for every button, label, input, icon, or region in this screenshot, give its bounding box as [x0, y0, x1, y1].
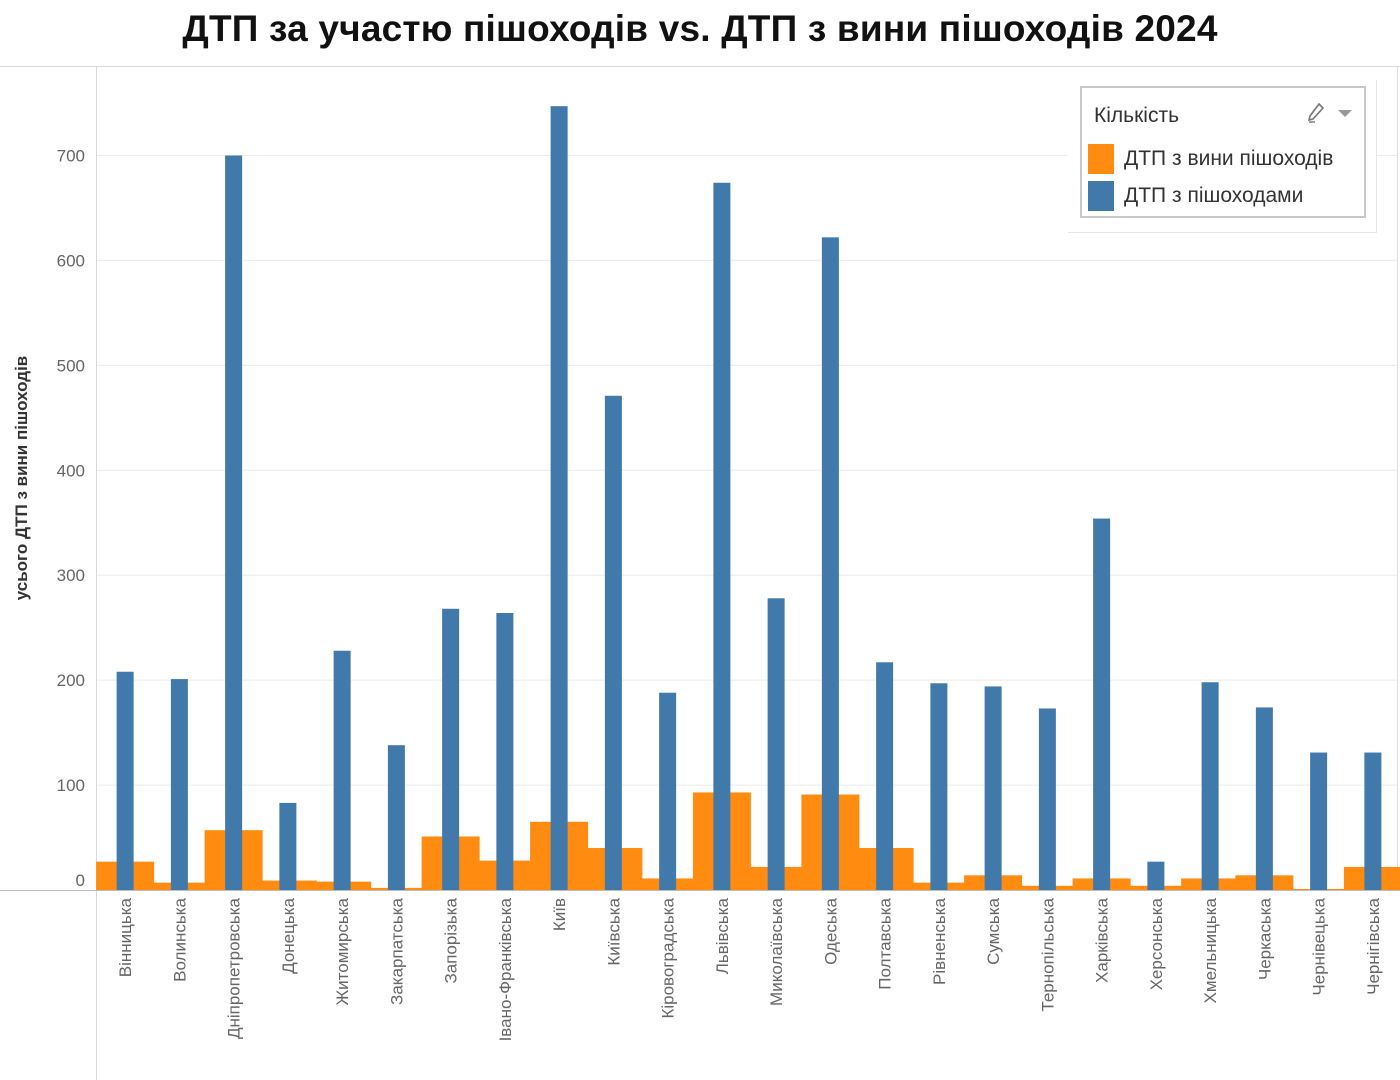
x-tick-label: Івано-Франківська	[496, 897, 515, 1041]
bar-with-pedestrians[interactable]	[984, 686, 1002, 890]
bar-with-pedestrians[interactable]	[496, 612, 514, 890]
x-tick-label: Київ	[550, 898, 569, 931]
x-tick-label: Херсонська	[1147, 897, 1166, 990]
x-tick-label: Чернівецька	[1310, 897, 1329, 995]
bar-with-pedestrians[interactable]	[767, 598, 785, 890]
y-tick-label: 500	[57, 356, 85, 375]
x-tick-labels: Вінницька Волинська Дніпропетровська Донець…	[116, 897, 1383, 1041]
legend-card: Кількість ДТП з вини пішоходів ДТП з піш…	[1080, 86, 1366, 218]
x-tick-label: Дніпропетровська	[225, 897, 244, 1039]
legend-swatch-orange	[1088, 144, 1114, 174]
x-tick-label: Миколаївська	[767, 897, 786, 1005]
bar-with-pedestrians[interactable]	[1255, 707, 1273, 890]
bar-with-pedestrians[interactable]	[1364, 752, 1382, 890]
bar-with-pedestrians[interactable]	[550, 106, 568, 890]
x-tick-label: Тернопільська	[1038, 897, 1057, 1011]
chevron-down-icon[interactable]	[1338, 110, 1352, 117]
y-tick-label: 700	[57, 146, 85, 165]
axes	[0, 66, 1400, 1080]
x-tick-label: Хмельницька	[1201, 897, 1220, 1003]
x-tick-label: Одеська	[821, 897, 840, 964]
x-tick-label: Донецька	[279, 897, 298, 973]
y-tick-label: 200	[57, 671, 85, 690]
x-tick-label: Черкаська	[1255, 897, 1274, 980]
x-tick-label: Запорізька	[442, 897, 461, 983]
bar-with-pedestrians[interactable]	[442, 608, 460, 890]
x-tick-label: Вінницька	[116, 897, 135, 977]
bar-with-pedestrians[interactable]	[659, 692, 677, 890]
bar-with-pedestrians[interactable]	[333, 650, 351, 890]
y-tick-label: 300	[57, 566, 85, 585]
legend-label: ДТП з вини пішоходів	[1124, 147, 1334, 170]
legend-swatch-blue	[1088, 181, 1114, 211]
bar-with-pedestrians[interactable]	[604, 395, 622, 890]
legend-item-with-pedestrians[interactable]: ДТП з пішоходами	[1088, 179, 1303, 213]
x-tick-label: Закарпатська	[387, 897, 406, 1004]
x-tick-label: Чернігівська	[1364, 897, 1383, 994]
x-tick-label: Харківська	[1093, 897, 1112, 982]
y-tick-label: 0	[76, 871, 85, 890]
y-tick-label: 100	[57, 776, 85, 795]
x-tick-label: Кіровоградська	[659, 897, 678, 1018]
bar-with-pedestrians[interactable]	[1201, 682, 1219, 890]
bar-with-pedestrians[interactable]	[1147, 861, 1165, 890]
bar-with-pedestrians[interactable]	[279, 802, 297, 890]
x-tick-label: Полтавська	[876, 897, 895, 989]
bar-with-pedestrians[interactable]	[821, 237, 839, 891]
legend: Кількість ДТП з вини пішоходів ДТП з піш…	[1068, 80, 1377, 233]
chart-title: ДТП за участю пішоходів vs. ДТП з вини п…	[182, 8, 1218, 49]
pencil-icon[interactable]	[1306, 102, 1326, 124]
y-tick-label: 400	[57, 461, 85, 480]
bar-with-pedestrians[interactable]	[930, 683, 948, 890]
bar-with-pedestrians[interactable]	[116, 671, 134, 890]
x-tick-label: Рівненська	[930, 897, 949, 985]
bar-with-pedestrians[interactable]	[1093, 518, 1111, 890]
legend-title: Кількість	[1094, 104, 1180, 127]
bar-with-pedestrians[interactable]	[1038, 708, 1056, 890]
bar-with-pedestrians[interactable]	[876, 662, 894, 890]
y-tick-labels: 0 100 200 300 400 500 600 700	[57, 146, 85, 890]
legend-item-pedestrian-fault[interactable]: ДТП з вини пішоходів	[1088, 142, 1333, 176]
bar-with-pedestrians[interactable]	[387, 745, 405, 890]
x-tick-label: Львівська	[713, 897, 732, 974]
x-tick-label: Житомирська	[333, 897, 352, 1005]
bar-with-pedestrians[interactable]	[713, 182, 731, 891]
legend-label: ДТП з пішоходами	[1124, 184, 1304, 207]
bars	[96, 106, 1400, 891]
y-tick-label: 600	[57, 251, 85, 270]
bar-with-pedestrians[interactable]	[170, 679, 188, 890]
y-axis-label: усього ДТП з вини пішоходів	[12, 356, 31, 601]
x-tick-label: Волинська	[170, 897, 189, 981]
bar-with-pedestrians[interactable]	[225, 155, 243, 891]
x-tick-label: Сумська	[984, 897, 1003, 964]
bar-with-pedestrians[interactable]	[1310, 752, 1328, 890]
x-tick-label: Київська	[604, 897, 623, 965]
